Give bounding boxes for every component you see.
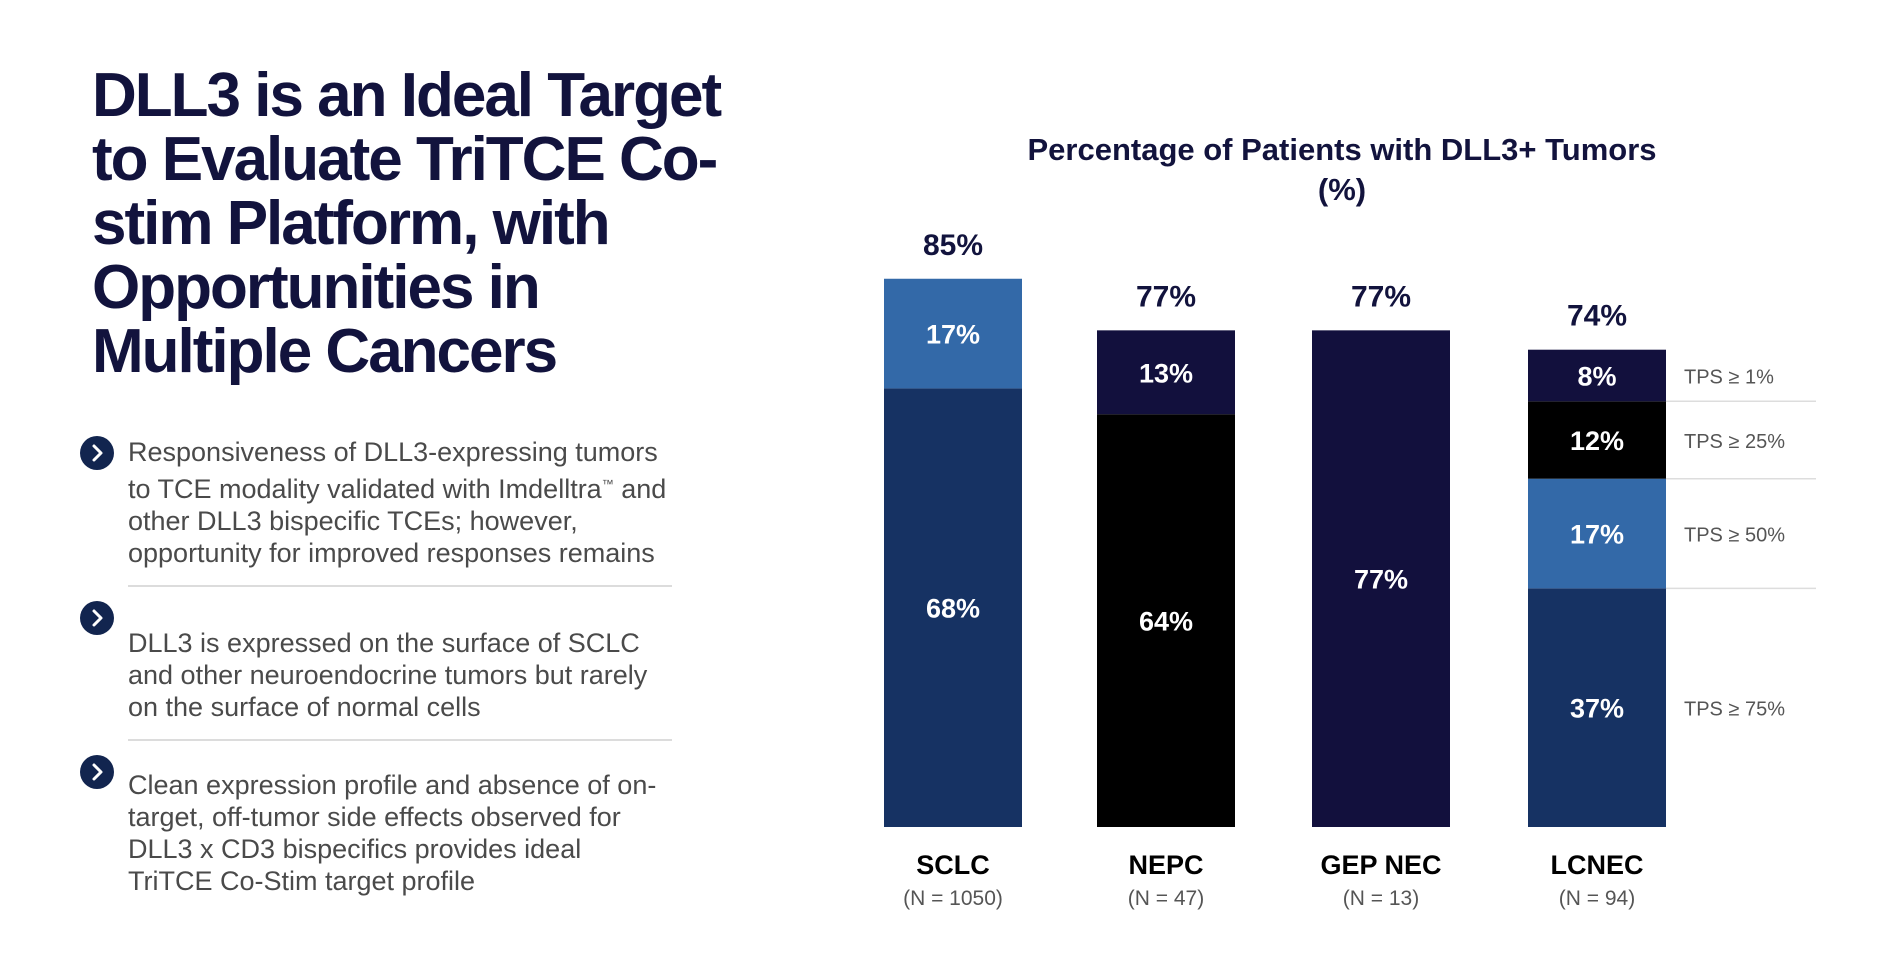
bullet-list: Responsiveness of DLL3-expressing tumors… — [80, 436, 672, 897]
bullet-item-2: DLL3 is expressed on the surface of SCLC… — [80, 601, 672, 723]
bullet-item-1: Responsiveness of DLL3-expressing tumors… — [80, 436, 672, 569]
bar-segment-lcnec-3 — [1528, 349, 1666, 402]
chart-title: Percentage of Patients with DLL3+ Tumors — [1027, 132, 1656, 167]
chevron-right-icon — [80, 601, 114, 635]
segment-label: 77% — [1354, 565, 1408, 595]
sample-size-label: (N = 1050) — [903, 887, 1003, 910]
total-label: 74% — [1567, 300, 1627, 333]
bullet-text-3: Clean expression profile and absence of … — [128, 770, 657, 896]
sample-size-label: (N = 47) — [1128, 887, 1204, 910]
segment-label: 64% — [1139, 607, 1193, 637]
slide-title: DLL3 is an Ideal Target to Evaluate TriT… — [92, 61, 722, 386]
category-label: LCNEC — [1551, 850, 1644, 880]
bullet-text-2: DLL3 is expressed on the surface of SCLC… — [128, 628, 648, 722]
tps-legend-label: TPS ≥ 50% — [1684, 525, 1785, 547]
segment-label: 17% — [926, 320, 980, 350]
sample-size-label: (N = 13) — [1343, 887, 1419, 910]
bar-segment-sclc-0 — [884, 388, 1022, 827]
total-label: 77% — [1351, 280, 1411, 313]
bullet-text-1: Responsiveness of DLL3-expressing tumors… — [128, 437, 667, 568]
segment-label: 8% — [1577, 362, 1616, 392]
trademark-symbol: ™ — [601, 477, 614, 491]
bar-segment-nepc-0 — [1097, 414, 1235, 827]
segment-label: 13% — [1139, 358, 1193, 388]
segment-label: 68% — [926, 594, 980, 624]
category-label: SCLC — [916, 850, 990, 880]
category-label: GEP NEC — [1320, 850, 1441, 880]
segment-label: 17% — [1570, 520, 1624, 550]
bullet-item-3: Clean expression profile and absence of … — [80, 755, 672, 897]
sample-size-label: (N = 94) — [1559, 887, 1635, 910]
bar-segment-lcnec-0 — [1528, 588, 1666, 827]
category-label: NEPC — [1128, 850, 1203, 880]
bar-segment-gep-nec-0 — [1312, 330, 1450, 827]
chevron-right-icon — [80, 755, 114, 789]
segment-label: 37% — [1570, 694, 1624, 724]
total-label: 77% — [1136, 280, 1196, 313]
bar-segment-lcnec-1 — [1528, 478, 1666, 589]
bar-segment-sclc-1 — [884, 278, 1022, 389]
chevron-right-icon — [80, 436, 114, 470]
tps-legend-label: TPS ≥ 25% — [1684, 431, 1785, 453]
chart-title-unit: (%) — [1318, 172, 1366, 207]
segment-label: 12% — [1570, 426, 1624, 456]
tps-legend-label: TPS ≥ 75% — [1684, 699, 1785, 721]
bullet-divider — [128, 739, 672, 741]
total-label: 85% — [923, 229, 983, 262]
bar-segment-lcnec-2 — [1528, 401, 1666, 479]
bar-segment-nepc-1 — [1097, 330, 1235, 415]
bullet-divider — [128, 585, 672, 587]
tps-legend-label: TPS ≥ 1% — [1684, 367, 1774, 389]
